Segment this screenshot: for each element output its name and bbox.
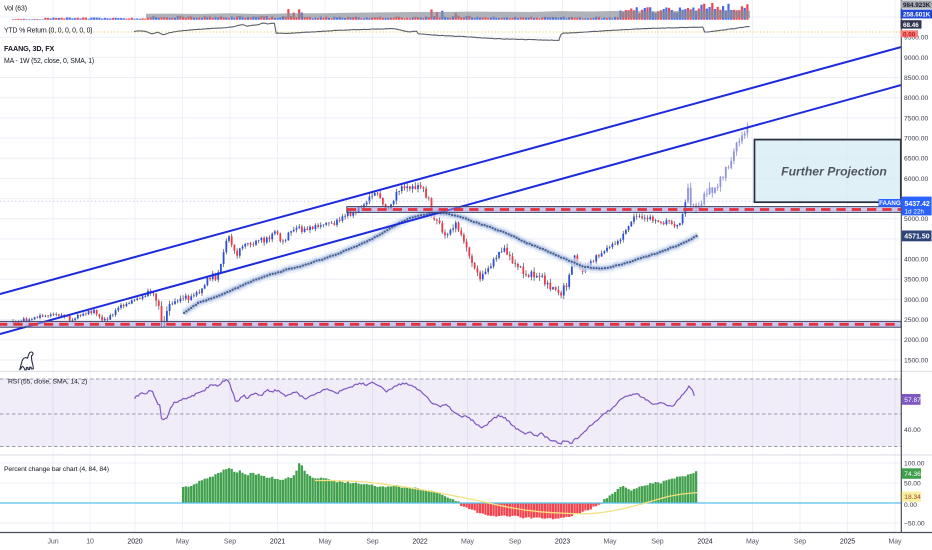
svg-text:3000.00: 3000.00 bbox=[904, 297, 928, 304]
svg-text:May: May bbox=[461, 539, 475, 546]
svg-text:May: May bbox=[889, 539, 903, 546]
svg-text:YTD % Return (0, 0, 0, 0, 0, 0: YTD % Return (0, 0, 0, 0, 0, 0) bbox=[4, 28, 92, 35]
svg-text:Further Projection: Further Projection bbox=[781, 165, 887, 179]
svg-text:6000.00: 6000.00 bbox=[904, 176, 928, 183]
svg-text:10: 10 bbox=[86, 539, 94, 546]
svg-text:Sep: Sep bbox=[224, 539, 236, 546]
svg-text:50.00: 50.00 bbox=[904, 480, 921, 487]
svg-text:0.00: 0.00 bbox=[903, 31, 916, 38]
svg-text:−50.00: −50.00 bbox=[904, 520, 925, 527]
svg-text:2024: 2024 bbox=[697, 539, 712, 546]
svg-text:3500.00: 3500.00 bbox=[904, 277, 928, 284]
svg-text:FAANG: FAANG bbox=[879, 200, 901, 207]
svg-text:9500.00: 9500.00 bbox=[904, 35, 928, 42]
svg-text:57.87: 57.87 bbox=[904, 397, 921, 404]
svg-text:5000.00: 5000.00 bbox=[904, 216, 928, 223]
svg-text:May: May bbox=[319, 539, 333, 546]
svg-text:Percent change bar chart (4, 8: Percent change bar chart (4, 84, 84) bbox=[4, 466, 109, 473]
svg-text:9000.00: 9000.00 bbox=[904, 55, 928, 62]
svg-text:Sep: Sep bbox=[651, 539, 663, 546]
svg-text:68.46: 68.46 bbox=[903, 22, 919, 29]
svg-text:Sep: Sep bbox=[366, 539, 378, 546]
svg-text:4000.00: 4000.00 bbox=[904, 257, 928, 264]
svg-text:4571.50: 4571.50 bbox=[904, 234, 929, 241]
svg-text:2023: 2023 bbox=[555, 539, 570, 546]
svg-text:2020: 2020 bbox=[127, 539, 142, 546]
svg-text:May: May bbox=[746, 539, 760, 546]
svg-text:8000.00: 8000.00 bbox=[904, 95, 928, 102]
svg-text:100.00: 100.00 bbox=[904, 461, 925, 468]
svg-text:FAANG, 3D, FX: FAANG, 3D, FX bbox=[4, 44, 55, 53]
svg-text:2025: 2025 bbox=[840, 539, 855, 546]
svg-text:6500.00: 6500.00 bbox=[904, 156, 928, 163]
svg-text:0.00: 0.00 bbox=[904, 502, 917, 509]
svg-text:Jun: Jun bbox=[48, 539, 59, 546]
svg-text:May: May bbox=[176, 539, 190, 546]
svg-text:7000.00: 7000.00 bbox=[904, 136, 928, 143]
svg-text:984.923K: 984.923K bbox=[903, 2, 931, 9]
svg-text:Sep: Sep bbox=[794, 539, 806, 546]
svg-text:258.601K: 258.601K bbox=[903, 12, 931, 19]
svg-text:40.00: 40.00 bbox=[904, 427, 921, 434]
svg-text:18.34: 18.34 bbox=[904, 494, 921, 501]
svg-text:2022: 2022 bbox=[412, 539, 427, 546]
svg-text:May: May bbox=[604, 539, 618, 546]
svg-text:5437.42: 5437.42 bbox=[905, 201, 930, 208]
svg-text:2500.00: 2500.00 bbox=[904, 317, 928, 324]
svg-text:1500.00: 1500.00 bbox=[904, 357, 928, 364]
svg-text:2000.00: 2000.00 bbox=[904, 337, 928, 344]
svg-text:74.36: 74.36 bbox=[904, 471, 921, 478]
svg-text:MA - 1W (52, close, 0, SMA, 1): MA - 1W (52, close, 0, SMA, 1) bbox=[4, 58, 94, 65]
svg-text:2021: 2021 bbox=[270, 539, 285, 546]
svg-text:Vol (63): Vol (63) bbox=[4, 6, 27, 13]
svg-text:8500.00: 8500.00 bbox=[904, 75, 928, 82]
svg-text:1d 22h: 1d 22h bbox=[905, 209, 925, 216]
svg-text:RSI (55, close, SMA, 14, 2): RSI (55, close, SMA, 14, 2) bbox=[8, 378, 87, 385]
svg-text:Sep: Sep bbox=[509, 539, 521, 546]
svg-text:7500.00: 7500.00 bbox=[904, 115, 928, 122]
